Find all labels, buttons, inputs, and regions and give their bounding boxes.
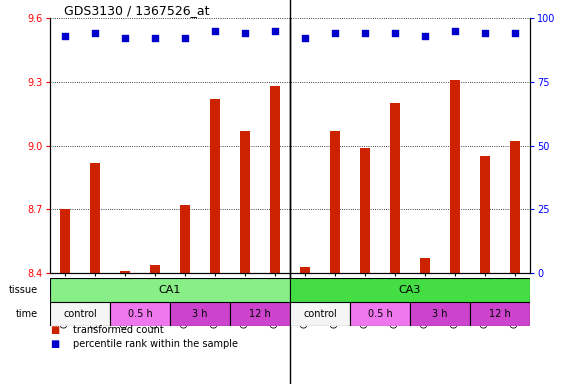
Bar (89, 162, 101, 273)
Bar (270, 86, 280, 273)
Bar (470, 302, 530, 326)
Text: tissue: tissue (9, 285, 38, 295)
Text: control: control (63, 309, 97, 319)
Point (270, 28, 279, 34)
Text: transformed count: transformed count (73, 325, 164, 335)
Bar (50, 302, 110, 326)
Bar (120, 271, 130, 273)
Bar (180, 205, 190, 273)
Text: ■: ■ (50, 339, 59, 349)
Point (420, 33, 429, 39)
Text: 12 h: 12 h (489, 309, 511, 319)
Point (241, 30, 250, 36)
Point (360, 30, 370, 36)
Point (450, 28, 460, 34)
Point (210, 28, 220, 34)
Point (180, 35, 189, 41)
Bar (110, 302, 170, 326)
Bar (419, 258, 431, 273)
Text: CA3: CA3 (399, 285, 421, 295)
Bar (300, 266, 310, 273)
Bar (510, 141, 520, 273)
Bar (210, 99, 220, 273)
Bar (240, 131, 250, 273)
Text: control: control (303, 309, 337, 319)
Text: 3 h: 3 h (192, 309, 208, 319)
Text: 12 h: 12 h (249, 309, 271, 319)
Point (150, 35, 160, 41)
Text: CA1: CA1 (159, 285, 181, 295)
Bar (390, 103, 400, 273)
Point (510, 30, 519, 36)
Bar (50, 278, 290, 302)
Point (300, 35, 310, 41)
Bar (350, 302, 410, 326)
Point (91, 30, 100, 36)
Bar (60, 209, 70, 273)
Bar (150, 265, 160, 273)
Bar (480, 156, 490, 273)
Point (390, 30, 400, 36)
Bar (330, 131, 340, 273)
Point (120, 35, 130, 41)
Bar (230, 302, 290, 326)
Bar (410, 302, 470, 326)
Bar (360, 147, 370, 273)
Bar (450, 79, 460, 273)
Text: GDS3130 / 1367526_at: GDS3130 / 1367526_at (64, 4, 210, 17)
Point (480, 30, 490, 36)
Bar (170, 302, 230, 326)
Text: percentile rank within the sample: percentile rank within the sample (73, 339, 238, 349)
Point (60, 33, 70, 39)
Text: 0.5 h: 0.5 h (128, 309, 152, 319)
Text: 3 h: 3 h (432, 309, 448, 319)
Point (331, 30, 340, 36)
Text: 0.5 h: 0.5 h (368, 309, 392, 319)
Bar (290, 278, 530, 302)
Text: time: time (16, 309, 38, 319)
Text: ■: ■ (50, 325, 59, 335)
Bar (290, 302, 350, 326)
